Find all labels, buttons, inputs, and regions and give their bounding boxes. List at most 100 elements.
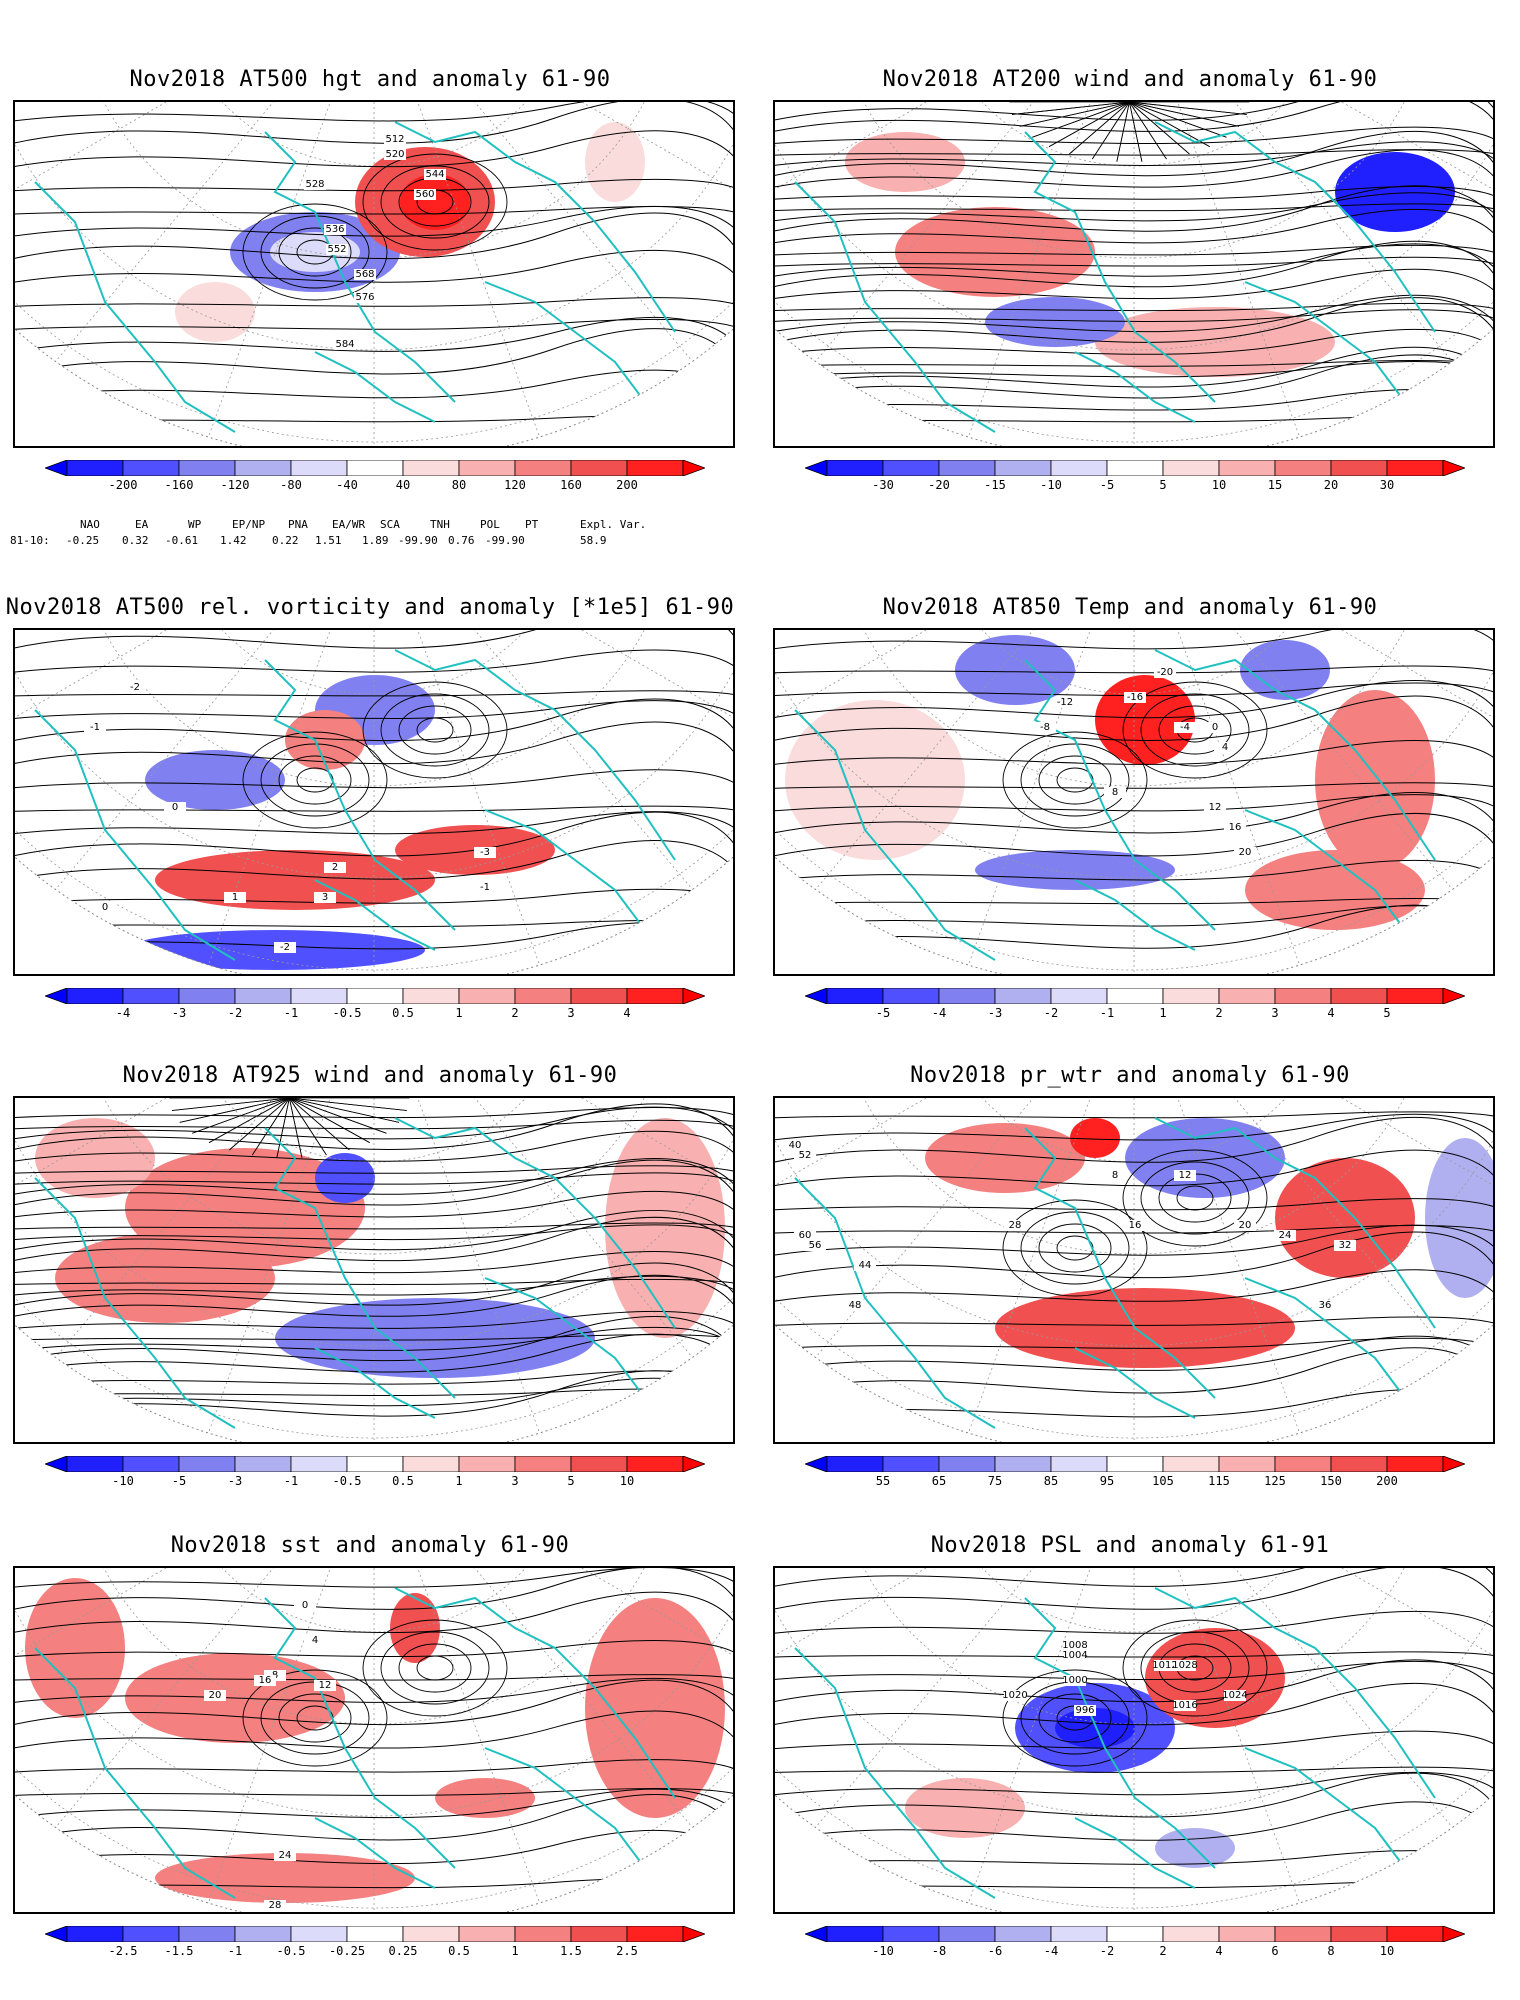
colorbar-segment bbox=[346, 459, 404, 477]
colorbar-segment bbox=[826, 459, 884, 477]
panel-title: Nov2018 AT925 wind and anomaly 61-90 bbox=[122, 1063, 618, 1088]
contour-label-bg bbox=[314, 892, 336, 903]
contour-label: 28 bbox=[269, 1900, 282, 1911]
anomaly-shading bbox=[1425, 1138, 1493, 1298]
anomaly-shading bbox=[315, 1153, 375, 1203]
colorbar-tick-label: 75 bbox=[987, 1474, 1003, 1488]
contour-line bbox=[775, 1225, 1493, 1235]
streamline bbox=[15, 1222, 733, 1230]
coastline bbox=[314, 351, 436, 423]
colorbar-tick-label: -0.5 bbox=[332, 1006, 362, 1020]
contour-line bbox=[15, 690, 733, 697]
contour-line bbox=[775, 682, 1493, 697]
colorbar-segment bbox=[402, 1455, 460, 1473]
anomaly-shading bbox=[1335, 152, 1455, 232]
teleconnection-value-row: 81-10: -0.25 0.32 -0.61 1.42 0.22 1.51 1.89 -99.… bbox=[10, 534, 730, 550]
teleconnection-value: 58.9 bbox=[580, 534, 607, 547]
contour-line bbox=[1002, 1199, 1148, 1297]
teleconnection-value: 1.42 bbox=[220, 534, 247, 547]
colorbar-segment bbox=[1106, 1925, 1164, 1943]
contour-label: 0 bbox=[302, 1600, 308, 1611]
meridian-line bbox=[373, 102, 733, 263]
colorbar-segment bbox=[938, 1455, 996, 1473]
colorbar-tick-label: -4 bbox=[1043, 1944, 1059, 1958]
colorbar-tick-label: 80 bbox=[451, 478, 467, 492]
contour-label-bg bbox=[474, 882, 496, 893]
latitude-circle bbox=[933, 102, 1335, 167]
colorbar-segment bbox=[234, 1925, 292, 1943]
colorbar-segment bbox=[1050, 459, 1108, 477]
colorbar-tick-label: -8 bbox=[931, 1944, 947, 1958]
contour-line bbox=[1002, 731, 1148, 829]
colorbar-tick-label: 2 bbox=[1215, 1006, 1223, 1020]
streamline bbox=[15, 1107, 733, 1119]
contour-label-bg bbox=[1064, 1640, 1086, 1651]
teleconnection-header: EA/WR bbox=[332, 518, 366, 531]
colorbar-tick-label: -3 bbox=[987, 1006, 1003, 1020]
contour-label: 48 bbox=[849, 1300, 862, 1311]
contour-label: 560 bbox=[415, 189, 434, 200]
contour-label: 2 bbox=[332, 862, 338, 873]
anomaly-shading bbox=[1055, 1708, 1135, 1748]
colorbar-segment bbox=[66, 1925, 124, 1943]
colorbar-ticks: -30 -20 -15 -10 -5 5 10 15 20 30 bbox=[805, 478, 1465, 494]
contour-line bbox=[1140, 693, 1250, 767]
contour-label: 536 bbox=[325, 224, 344, 235]
contour-line bbox=[15, 700, 733, 721]
colorbar-max-arrow bbox=[1442, 1455, 1467, 1473]
contour-label: 584 bbox=[335, 339, 354, 350]
contour-label: 1008 bbox=[1062, 1640, 1087, 1651]
meridian-line bbox=[373, 1568, 733, 1729]
contour-line bbox=[1038, 755, 1112, 805]
streamline bbox=[1129, 102, 1247, 115]
map-frame bbox=[773, 100, 1495, 448]
contour-line bbox=[278, 755, 352, 805]
streamline bbox=[1069, 102, 1130, 155]
colorbar-tick-label: 1 bbox=[455, 1006, 463, 1020]
colorbar-segment bbox=[234, 987, 292, 1005]
panel-sst: Nov2018 sst and anomaly 61-9004812162024… bbox=[0, 1526, 740, 1966]
colorbar-tick-label: -1.5 bbox=[164, 1944, 194, 1958]
colorbar-segment bbox=[514, 987, 572, 1005]
contour-label: -16 bbox=[1127, 692, 1143, 703]
streamline bbox=[775, 102, 1493, 124]
contour-label: 0 bbox=[102, 902, 108, 913]
contour-label-bg bbox=[334, 339, 356, 350]
contour-label: 56 bbox=[809, 1240, 822, 1251]
contour-label: 16 bbox=[1229, 822, 1242, 833]
streamline bbox=[775, 302, 1493, 312]
contour-line bbox=[775, 1659, 1493, 1705]
contour-label: 20 bbox=[209, 1690, 222, 1701]
colorbar-segment bbox=[178, 1455, 236, 1473]
streamline bbox=[179, 1098, 290, 1123]
panel-title: Nov2018 AT500 rel. vorticity and anomaly… bbox=[5, 595, 735, 620]
coastline bbox=[34, 1177, 236, 1429]
contour-label-bg bbox=[294, 1600, 316, 1611]
streamline bbox=[15, 1310, 733, 1331]
colorbar-tick-label: -5 bbox=[1099, 478, 1115, 492]
contour-line bbox=[362, 681, 508, 779]
contour-label-bg bbox=[354, 292, 376, 303]
streamline bbox=[288, 1098, 303, 1158]
coastline bbox=[314, 1817, 436, 1889]
colorbar-segment bbox=[1106, 987, 1164, 1005]
colorbar-tick-label: -10 bbox=[872, 1944, 894, 1958]
teleconnection-value: -99.90 bbox=[485, 534, 525, 547]
contour-label-bg bbox=[264, 1900, 286, 1911]
contour-label: 44 bbox=[859, 1260, 872, 1271]
contour-line bbox=[15, 318, 733, 331]
teleconnection-header: TNH bbox=[430, 518, 450, 531]
colorbar-segment bbox=[402, 987, 460, 1005]
teleconnection-value: 0.32 bbox=[122, 534, 149, 547]
anomaly-shading bbox=[25, 1578, 125, 1718]
colorbar-tick-label: 20 bbox=[1323, 478, 1339, 492]
panel-title: Nov2018 PSL and anomaly 61-91 bbox=[930, 1533, 1330, 1558]
colorbar-tick-label: 0.5 bbox=[448, 1944, 470, 1958]
colorbar-segment bbox=[1162, 1455, 1220, 1473]
colorbar-tick-label: 0.5 bbox=[392, 1006, 414, 1020]
colorbar-tick-label: -0.5 bbox=[332, 1474, 362, 1488]
coastline bbox=[1244, 1277, 1406, 1399]
contour-line bbox=[775, 1116, 1493, 1166]
contour-line bbox=[775, 1771, 1493, 1797]
colorbar-tick-label: -2 bbox=[1099, 1944, 1115, 1958]
